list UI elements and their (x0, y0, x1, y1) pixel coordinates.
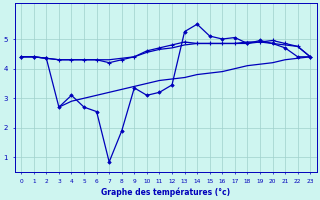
X-axis label: Graphe des températures (°c): Graphe des températures (°c) (101, 187, 230, 197)
